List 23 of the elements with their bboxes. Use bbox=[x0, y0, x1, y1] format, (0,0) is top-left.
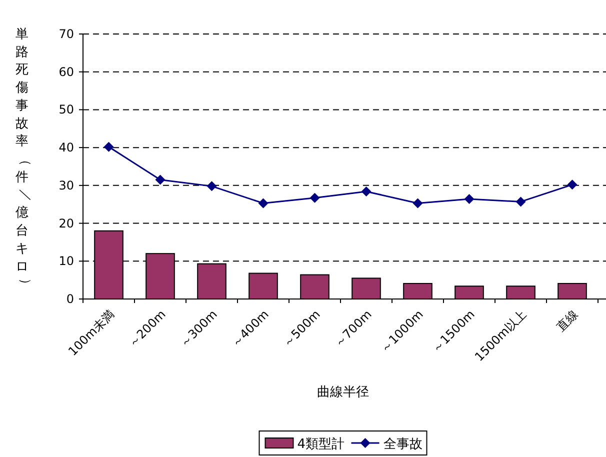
y-tick-label: 0 bbox=[66, 292, 74, 306]
point bbox=[412, 198, 423, 208]
y-tick-label: 20 bbox=[58, 216, 74, 230]
point bbox=[361, 186, 372, 196]
x-axis-title: 曲線半径 bbox=[317, 385, 369, 400]
point bbox=[258, 198, 268, 208]
point bbox=[464, 194, 474, 204]
text: 単路死傷事故率（件／億台キロ） bbox=[16, 27, 32, 292]
y-tick-label: 30 bbox=[58, 178, 74, 192]
y-tick-label: 50 bbox=[58, 102, 74, 117]
legend-label: 全事故 bbox=[383, 437, 422, 452]
y-tick-label: 70 bbox=[58, 27, 74, 41]
point bbox=[206, 181, 217, 192]
y-tick-label: 10 bbox=[58, 254, 74, 268]
legend-label: 4類型計 bbox=[297, 437, 345, 452]
point bbox=[567, 180, 578, 190]
point bbox=[155, 174, 166, 185]
y-tick-label: 60 bbox=[58, 64, 74, 79]
y-tick-label: 40 bbox=[58, 140, 74, 155]
point bbox=[516, 196, 526, 207]
point bbox=[310, 192, 320, 203]
point bbox=[104, 142, 114, 152]
x-tick-label: 直線 bbox=[554, 307, 580, 334]
